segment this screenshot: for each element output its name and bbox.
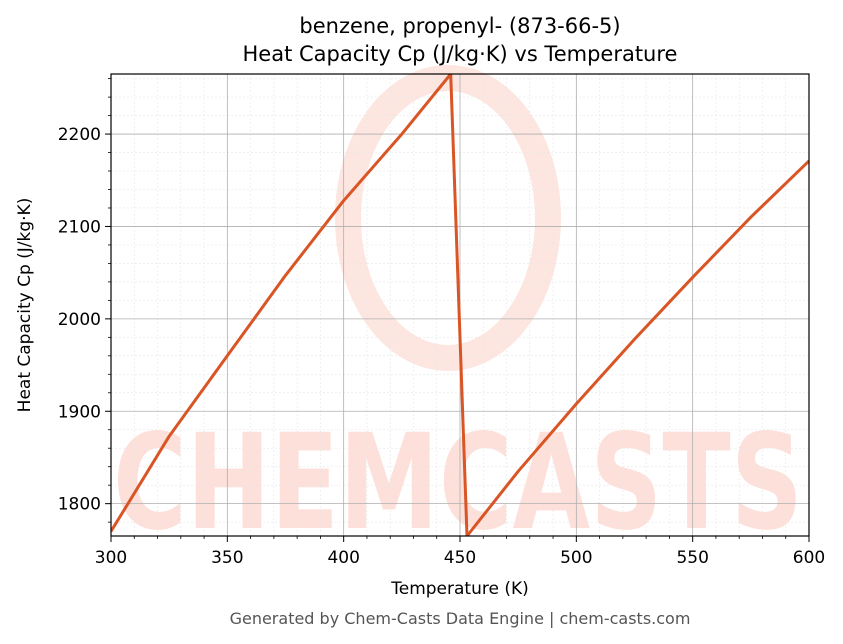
x-tick-label: 500	[560, 548, 592, 568]
y-axis: 1800 1900 2000 2100 2200	[58, 78, 111, 523]
y-tick-label: 2200	[58, 125, 101, 145]
y-tick-label: 1900	[58, 402, 101, 422]
x-tick-label: 600	[793, 548, 825, 568]
chart-title-line1: benzene, propenyl- (873-66-5)	[299, 14, 620, 38]
x-tick-label: 550	[676, 548, 708, 568]
x-tick-label: 300	[95, 548, 127, 568]
watermark-text: CHEMCASTS	[113, 406, 803, 560]
x-tick-label: 350	[211, 548, 243, 568]
series-line	[111, 74, 809, 536]
chart-title-line2: Heat Capacity Cp (J/kg·K) vs Temperature	[243, 42, 678, 66]
x-axis-label: Temperature (K)	[390, 579, 529, 599]
footer-credit: Generated by Chem-Casts Data Engine | ch…	[230, 609, 691, 628]
watermark-logo-icon	[335, 65, 561, 371]
y-axis-label: Heat Capacity Cp (J/kg·K)	[15, 198, 35, 413]
y-tick-label: 1800	[58, 495, 101, 515]
x-tick-label: 400	[327, 548, 359, 568]
plot-area	[111, 74, 809, 536]
y-tick-label: 2000	[58, 310, 101, 330]
x-axis: 300 350 400 450 500 550 600	[95, 536, 825, 568]
y-tick-label: 2100	[58, 217, 101, 237]
x-tick-label: 450	[444, 548, 476, 568]
